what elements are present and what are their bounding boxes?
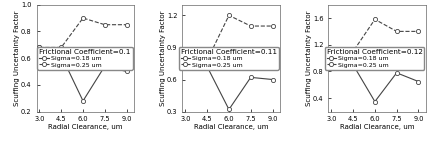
Y-axis label: Scuffing Uncertainty Factor: Scuffing Uncertainty Factor — [306, 10, 312, 106]
Legend: Sigma=0.18 um, Sigma=0.25 um: Sigma=0.18 um, Sigma=0.25 um — [179, 47, 279, 69]
X-axis label: Radial Clearance, um: Radial Clearance, um — [194, 124, 268, 130]
Legend: Sigma=0.18 um, Sigma=0.25 um: Sigma=0.18 um, Sigma=0.25 um — [37, 47, 132, 69]
Y-axis label: Scuffing Uncertainty Factor: Scuffing Uncertainty Factor — [14, 10, 20, 106]
Y-axis label: Scuffing Uncertainty Factor: Scuffing Uncertainty Factor — [160, 10, 166, 106]
Legend: Sigma=0.18 um, Sigma=0.25 um: Sigma=0.18 um, Sigma=0.25 um — [325, 47, 424, 69]
X-axis label: Radial Clearance, um: Radial Clearance, um — [340, 124, 415, 130]
X-axis label: Radial Clearance, um: Radial Clearance, um — [48, 124, 123, 130]
